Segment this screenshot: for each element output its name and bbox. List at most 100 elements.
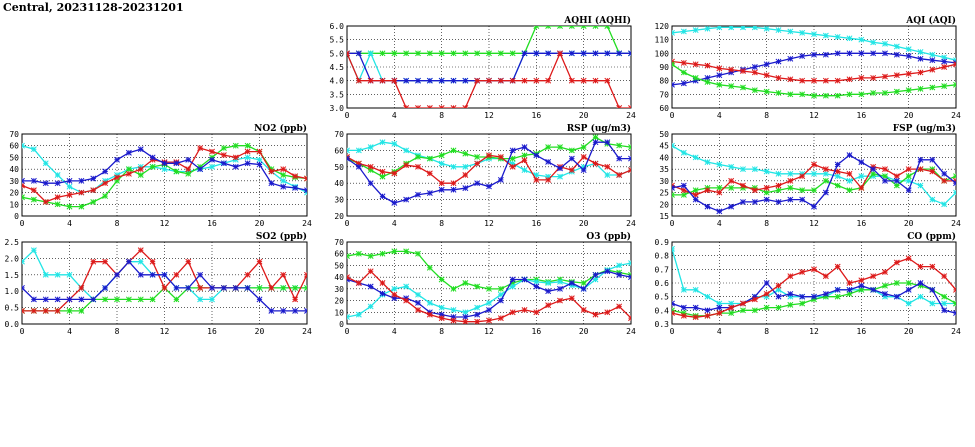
y-tick-label: 20 [334,212,344,221]
data-point [173,284,180,291]
data-point [763,184,770,191]
data-point [426,311,433,318]
data-point [953,61,956,68]
data-point [347,314,350,320]
data-point [858,36,865,43]
x-tick-label: 20 [904,111,914,120]
data-point [462,318,469,324]
data-point [137,296,144,303]
data-point [846,280,853,286]
data-point [509,280,516,286]
x-tick-label: 12 [809,327,819,336]
y-tick-label: 0.7 [655,265,670,274]
data-point [42,198,49,205]
x-tick-label: 0 [670,327,675,336]
data-point [704,62,711,69]
data-point [692,61,699,68]
data-point [680,59,687,66]
y-tick-label: 0.4 [655,306,670,315]
data-point [846,187,853,194]
data-point [497,154,504,160]
data-point [256,284,263,291]
y-tick-label: 100 [655,49,670,58]
series-blue [672,152,956,215]
x-tick-label: 0 [20,219,25,228]
data-point [728,66,735,73]
data-point [367,268,374,275]
y-tick-label: 40 [9,165,19,174]
data-point [367,77,374,84]
y-tick-label: 110 [655,36,670,45]
data-point [403,297,410,304]
data-point [728,304,735,311]
data-point [882,73,888,80]
data-point [462,309,469,316]
data-point [751,26,758,31]
chart-title: AQHI (AQHI) [563,15,631,26]
data-point [870,39,877,46]
data-point [592,160,599,167]
data-point [347,50,350,57]
data-point [882,40,888,47]
y-tick-label: 50 [334,261,344,270]
data-point [929,300,936,307]
data-point [102,296,109,303]
data-point [858,159,865,166]
data-point [811,77,817,84]
data-point [497,77,504,84]
data-point [22,307,25,314]
data-point [403,105,410,108]
data-point [751,87,758,94]
x-tick-label: 0 [20,327,25,336]
data-point [846,91,853,98]
data-point [917,293,924,300]
data-point [811,161,817,168]
data-point [114,271,120,278]
data-point [787,184,794,191]
data-point [616,50,623,57]
data-point [905,300,912,307]
data-point [268,307,275,314]
y-tick-label: 5.0 [330,49,345,58]
x-tick-label: 16 [857,219,867,228]
data-point [533,278,540,285]
data-point [280,172,287,178]
data-point [692,77,699,84]
data-point [391,248,398,255]
data-point [438,50,445,57]
x-tick-label: 4 [67,327,72,336]
data-point [30,146,37,153]
x-tick-label: 4 [717,327,722,336]
data-point [751,166,758,173]
data-point [822,92,829,99]
data-point [953,310,956,317]
data-point [905,177,912,184]
series-green [347,248,631,292]
data-point [905,255,912,262]
data-point [672,245,675,252]
data-point [533,176,540,183]
data-point [580,154,587,160]
data-point [680,312,687,319]
data-point [125,149,132,156]
data-point [929,168,936,175]
data-point [367,180,374,187]
data-point [740,307,746,314]
data-point [66,307,73,314]
data-point [775,198,782,205]
data-point [787,177,794,184]
series-red [672,161,956,198]
data-point [54,296,61,303]
data-point [751,69,758,76]
data-point [580,50,587,57]
data-point [568,77,575,84]
series-blue [347,139,631,206]
data-point [426,50,433,57]
series-blue [22,258,307,314]
data-point [882,90,888,96]
data-point [811,293,817,300]
y-tick-label: 45 [659,142,669,151]
data-point [438,77,445,84]
data-point [438,315,445,322]
data-point [509,50,516,57]
